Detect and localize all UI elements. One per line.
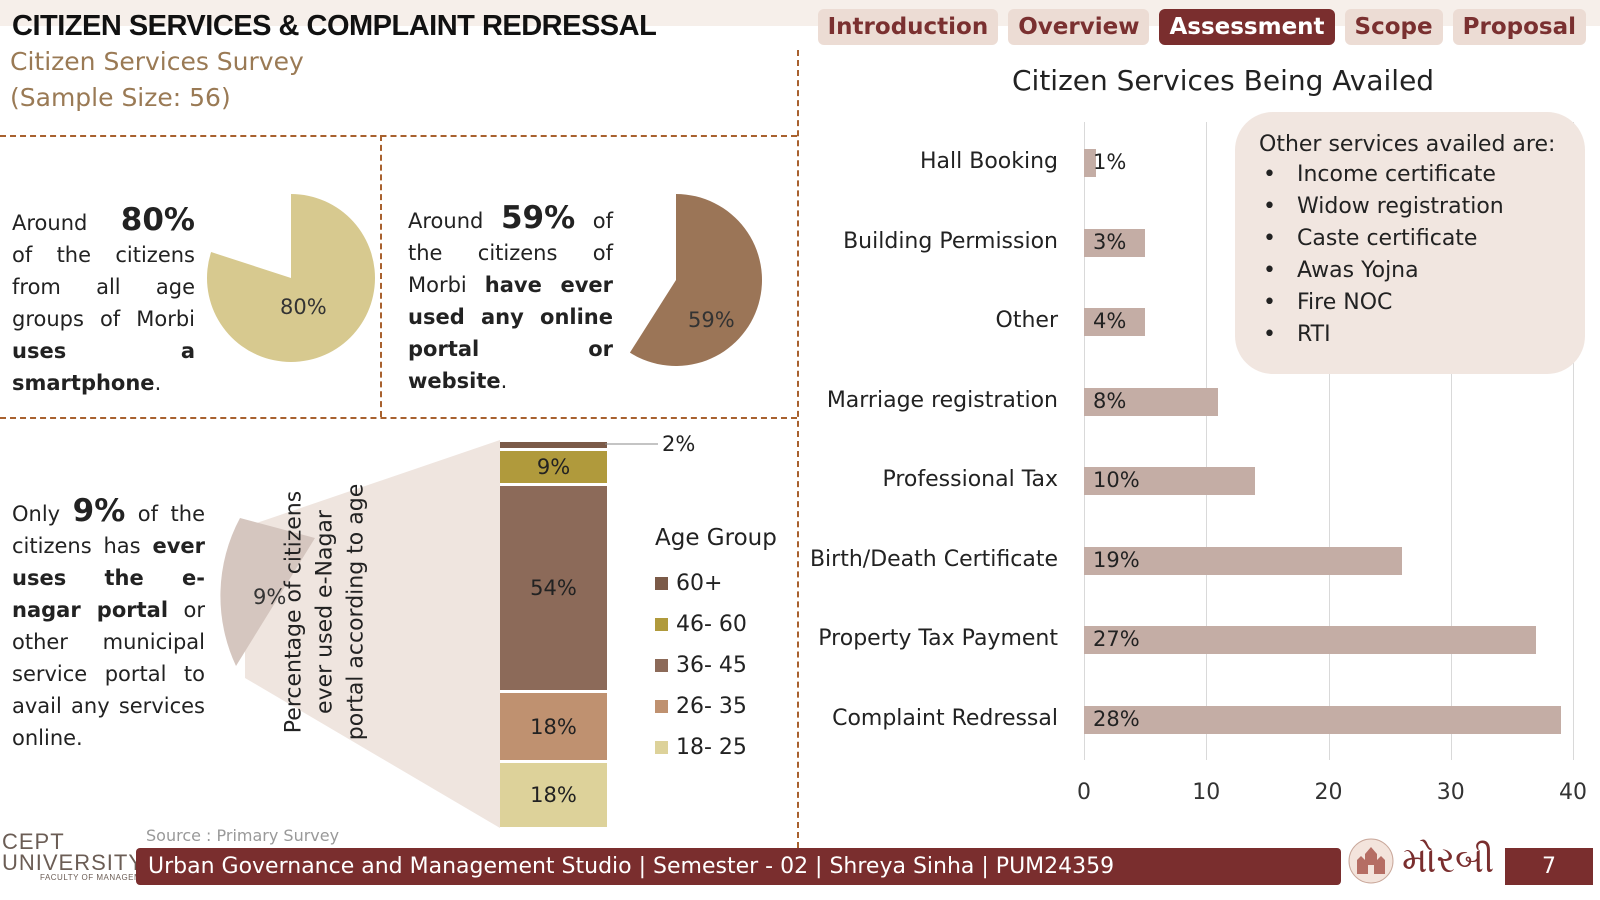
pie-smartphone xyxy=(207,194,375,362)
divider-top xyxy=(0,135,797,137)
stack-callout-leader xyxy=(605,443,658,445)
page-title: CITIZEN SERVICES & COMPLAINT REDRESSAL xyxy=(12,10,657,42)
stack-segment-36-45: 54% xyxy=(500,483,607,690)
stat-online-text: Around 59% of the citizens of Morbi have… xyxy=(408,200,613,393)
callout-title: Other services availed are: xyxy=(1259,132,1556,157)
legend-item-60-plus: 60+ xyxy=(655,563,777,604)
legend-item-18-25: 18- 25 xyxy=(655,727,777,768)
x-tick-label: 20 xyxy=(1314,780,1343,805)
stat-enagar-percent: 9% xyxy=(72,493,126,529)
stacked-y-axis-label: Percentage of citizens ever used e-Nagar… xyxy=(281,483,369,741)
x-tick-label: 0 xyxy=(1077,780,1091,805)
pie-online-portal xyxy=(629,194,762,366)
bar-category-label: Property Tax Payment xyxy=(818,626,1058,651)
x-gridline xyxy=(1206,122,1208,760)
stack-segment-26-35: 18% xyxy=(500,690,607,760)
morbi-city-logo: મોરબી xyxy=(1348,838,1494,884)
callout-item: • Fire NOC xyxy=(1263,290,1393,315)
bar-category-label: Complaint Redressal xyxy=(832,705,1058,731)
callout-item: • Widow registration xyxy=(1263,194,1504,219)
stat-smartphone-percent: 80% xyxy=(120,202,195,238)
bar-building-permission xyxy=(1084,228,1146,257)
survey-name: Citizen Services Survey xyxy=(10,47,304,76)
stack-segment-60-plus xyxy=(500,442,607,448)
section-nav: Introduction Overview Assessment Scope P… xyxy=(817,9,1586,45)
bar-chart-title: Citizen Services Being Availed xyxy=(1012,64,1435,97)
x-gridline xyxy=(1328,122,1330,760)
pie-online-label: 59% xyxy=(688,308,735,332)
bar-hall-booking xyxy=(1084,149,1097,177)
bar-data-label: 10% xyxy=(1093,468,1140,492)
stack-segment-60-plus-label: 2% xyxy=(662,432,696,456)
bar-data-label: 28% xyxy=(1093,706,1140,731)
bar-data-label: 19% xyxy=(1093,547,1140,572)
x-tick-label: 40 xyxy=(1559,780,1587,805)
bar-category-label: Hall Booking xyxy=(919,149,1058,174)
x-tick-label: 10 xyxy=(1192,780,1221,805)
pie-enagar xyxy=(220,440,500,828)
callout-item: • Income certificate xyxy=(1263,162,1496,187)
stack-segment-46-60: 9% xyxy=(500,448,607,483)
bar-data-label: 4% xyxy=(1093,309,1127,333)
bar-data-label: 8% xyxy=(1093,388,1127,413)
bar-complaint-redressal xyxy=(1084,705,1561,734)
cept-university-logo: CEPT UNIVERSITY FACULTY OF MANAGEMENT xyxy=(2,829,159,882)
legend-item-46-60: 46- 60 xyxy=(655,604,777,645)
x-gridline xyxy=(1573,122,1574,760)
divider-main-vertical xyxy=(797,50,799,848)
callout-item: • RTI xyxy=(1263,322,1331,347)
pie-smartphone-label: 80% xyxy=(280,295,327,319)
stack-segment-18-25: 18% xyxy=(500,760,607,827)
other-services-callout: Other services availed are: • Income cert… xyxy=(1235,112,1585,374)
page-number: 7 xyxy=(1505,848,1593,885)
pie-smartphone-slice xyxy=(207,194,375,362)
legend-item-36-45: 36- 45 xyxy=(655,645,777,686)
bar-category-label: Marriage registration xyxy=(826,387,1058,413)
bar-birth-death-certificate xyxy=(1084,546,1402,575)
tab-scope[interactable]: Scope xyxy=(1344,9,1443,45)
tab-introduction[interactable]: Introduction xyxy=(817,9,999,45)
pie-enagar-label: 9% xyxy=(253,585,287,609)
tab-proposal[interactable]: Proposal xyxy=(1452,9,1586,45)
bar-category-label: Professional Tax xyxy=(882,467,1058,492)
bar-data-label: 27% xyxy=(1093,627,1140,651)
x-tick-label: 30 xyxy=(1436,780,1465,805)
bar-professional-tax xyxy=(1084,467,1256,495)
age-legend: Age Group 60+ 46- 60 36- 45 26- 35 18- 2… xyxy=(655,525,777,768)
bar-category-label: Building Permission xyxy=(843,228,1058,254)
stat-enagar-text: Only 9% of the citizens has ever uses th… xyxy=(12,493,205,750)
stat-smartphone-text: Around 80% of the citizens from all age … xyxy=(12,202,195,395)
divider-stats xyxy=(380,135,382,417)
bar-data-label: 3% xyxy=(1093,229,1127,254)
bar-other xyxy=(1084,308,1146,336)
bar-property-tax-payment xyxy=(1084,626,1537,654)
divider-middle xyxy=(0,417,797,419)
source-note: Source : Primary Survey xyxy=(146,826,340,845)
x-gridline xyxy=(1450,122,1452,760)
bar-marriage-registration xyxy=(1084,387,1219,416)
palace-icon xyxy=(1348,838,1394,884)
legend-title: Age Group xyxy=(655,525,777,551)
sample-size: (Sample Size: 56) xyxy=(10,83,231,112)
bar-category-label: Birth/Death Certificate xyxy=(809,546,1058,572)
footer-bar: Urban Governance and Management Studio |… xyxy=(136,848,1341,885)
pie-enagar-slice xyxy=(220,518,315,666)
bar-data-label: 1% xyxy=(1093,150,1127,174)
tab-overview[interactable]: Overview xyxy=(1008,9,1150,45)
bar-category-label: Other xyxy=(995,308,1058,333)
pie-online-slice xyxy=(629,194,762,366)
tab-assessment[interactable]: Assessment xyxy=(1159,9,1335,45)
stat-online-percent: 59% xyxy=(500,200,576,236)
page-subtitle: Citizen Services Survey (Sample Size: 56… xyxy=(10,44,304,116)
legend-item-26-35: 26- 35 xyxy=(655,686,777,727)
callout-item: • Awas Yojna xyxy=(1263,258,1419,283)
x-gridline xyxy=(1084,122,1085,760)
callout-item: • Caste certificate xyxy=(1263,226,1478,251)
